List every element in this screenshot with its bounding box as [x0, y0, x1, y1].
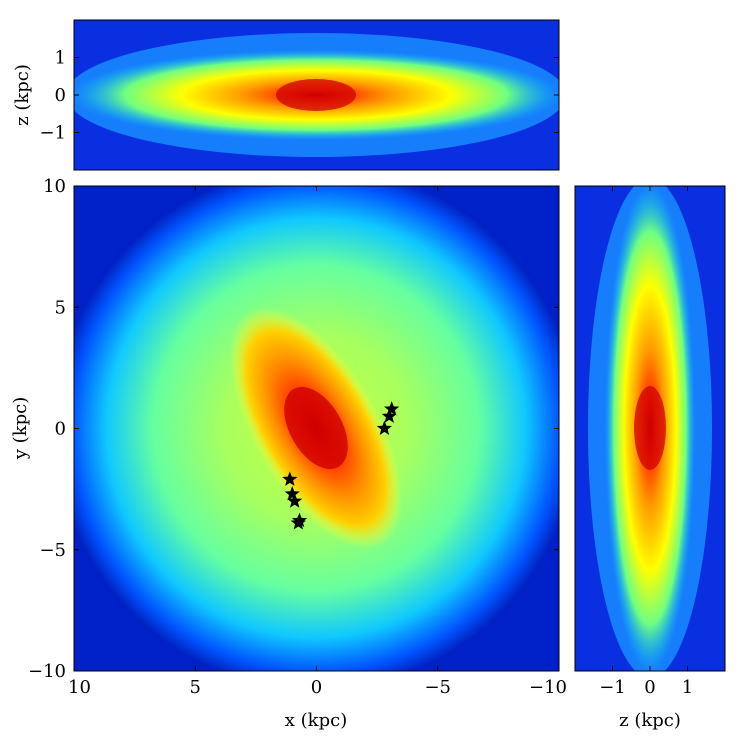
xz-y-ticks: 1 0 −1	[39, 48, 559, 144]
xz-panel: 1 0 −1 z (kpc)	[12, 19, 560, 171]
xy-panel: 10 5 0 −5 −10 10 5 0 −5 −10 x (kpc) y (kpc)	[10, 176, 567, 731]
xy-ylabel: y (kpc)	[10, 397, 31, 460]
star-marker	[282, 471, 298, 486]
xy-x-ticks: 10 5 0 −5 −10	[68, 186, 567, 698]
xy-xlabel: x (kpc)	[285, 710, 347, 731]
xy-xtick-label: 0	[311, 677, 322, 698]
star-marker	[287, 493, 303, 508]
zy-core	[634, 386, 666, 470]
xy-y-ticks: 10 5 0 −5 −10	[28, 176, 559, 682]
zy-xlabel: z (kpc)	[619, 710, 681, 731]
xy-xtick-label: −5	[424, 677, 451, 698]
star-marker	[284, 485, 300, 501]
zy-xtick-label: 0	[644, 677, 655, 698]
xz-ytick-label: −1	[39, 123, 66, 144]
zy-x-ticks: −1 0 1	[599, 186, 693, 698]
zy-xtick-label: 1	[682, 677, 693, 698]
xz-ytick-label: 0	[55, 85, 66, 106]
xy-xtick-label: 5	[190, 677, 201, 698]
xz-ytick-label: 1	[55, 48, 66, 69]
zy-xtick-label: −1	[599, 677, 626, 698]
star-marker	[384, 401, 400, 416]
star-marker	[381, 408, 397, 423]
xy-ytick-label: 10	[43, 176, 66, 197]
xy-bar-core	[284, 386, 348, 470]
xy-xtick-label: −10	[529, 677, 567, 698]
xy-star-markers	[282, 401, 400, 530]
xy-ytick-label: 5	[55, 297, 66, 318]
xz-core	[276, 79, 356, 111]
xz-ylabel: z (kpc)	[12, 64, 33, 126]
xy-ytick-label: −5	[39, 540, 66, 561]
star-marker	[290, 515, 306, 530]
xy-ytick-label: −10	[28, 661, 66, 682]
star-marker	[376, 420, 393, 435]
xy-ytick-label: 0	[55, 419, 66, 440]
xy-xtick-label: 10	[68, 677, 91, 698]
zy-panel: −1 0 1 z (kpc)	[574, 185, 726, 731]
